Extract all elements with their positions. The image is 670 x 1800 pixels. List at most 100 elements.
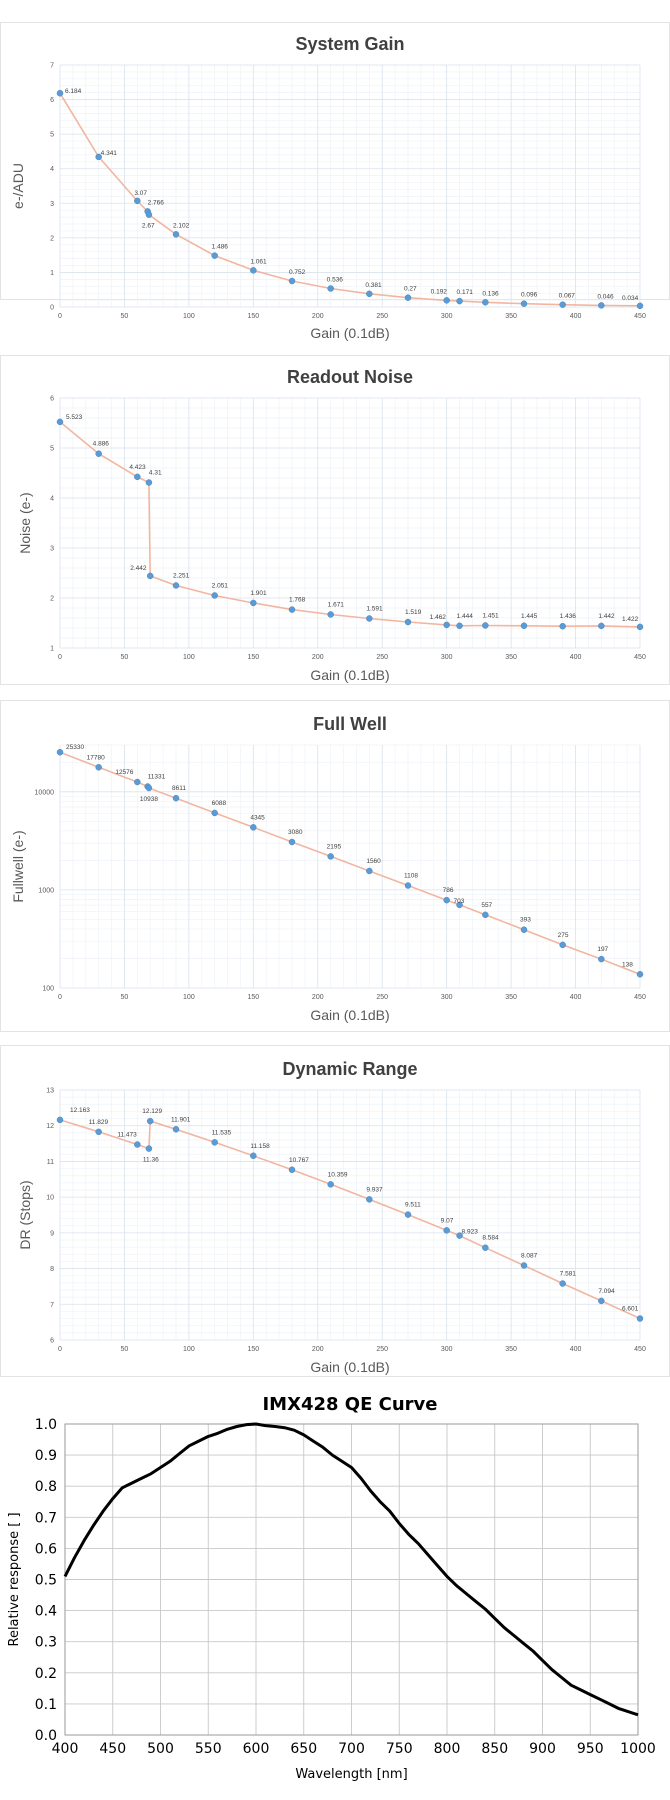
data-label: 10.767 [289, 1157, 309, 1164]
data-label: 786 [443, 887, 454, 894]
x-tick-label: 450 [634, 994, 646, 1001]
x-tick-label: 250 [376, 654, 388, 661]
chart-title: IMX428 QE Curve [262, 1394, 437, 1415]
data-label: 2195 [327, 843, 342, 850]
y-tick-label: 7 [50, 1302, 54, 1309]
x-tick-label: 400 [570, 654, 582, 661]
y-tick-label: 13 [46, 1088, 54, 1095]
x-tick-label: 350 [505, 1346, 517, 1353]
data-label: 1.671 [328, 601, 345, 608]
data-point [172, 1126, 180, 1133]
data-point [520, 926, 528, 933]
x-tick-label: 450 [99, 1741, 126, 1757]
data-point [211, 592, 218, 599]
data-point [636, 623, 644, 631]
data-point [559, 622, 566, 630]
data-point [95, 153, 102, 161]
data-label: 0.27 [404, 286, 417, 293]
data-label: 3.07 [134, 190, 147, 197]
data-label: 1.444 [457, 613, 474, 620]
y-tick-label: 6 [50, 97, 54, 104]
data-label: 6088 [212, 800, 227, 807]
data-label: 11.901 [171, 1116, 191, 1123]
y-axis-label: DR (Stops) [17, 1180, 33, 1249]
data-point [598, 302, 605, 309]
y-tick-label: 1.0 [35, 1417, 57, 1433]
data-label: 0.171 [457, 289, 474, 296]
data-point [404, 294, 412, 301]
x-tick-label: 500 [147, 1741, 174, 1757]
data-label: 703 [454, 898, 465, 905]
x-tick-label: 50 [121, 654, 129, 661]
data-point [145, 784, 153, 792]
data-label: 1560 [366, 858, 381, 865]
data-label: 1.061 [250, 258, 267, 265]
data-label: 10.359 [328, 1171, 348, 1178]
y-tick-label: 0.8 [35, 1479, 57, 1495]
data-point [443, 896, 450, 904]
data-label: 0.136 [482, 290, 499, 297]
y-tick-label: 1 [50, 270, 54, 277]
y-tick-label: 6 [50, 396, 54, 403]
data-point [598, 1297, 605, 1305]
data-point [559, 1280, 566, 1287]
data-label: 0.046 [597, 293, 614, 300]
data-label: 9.937 [366, 1186, 383, 1193]
data-point [456, 297, 463, 305]
chart-title: Readout Noise [287, 367, 413, 387]
x-tick-label: 150 [247, 994, 259, 1001]
data-label: 197 [597, 946, 608, 953]
data-label: 1.442 [598, 613, 615, 620]
data-label: 1.901 [250, 590, 267, 597]
x-tick-label: 450 [634, 313, 646, 320]
data-point [366, 290, 373, 298]
data-point [56, 89, 64, 97]
data-label: 6.184 [65, 88, 82, 95]
y-axis-label: Noise (e-) [17, 492, 33, 553]
y-tick-label: 0.1 [35, 1697, 57, 1713]
y-tick-label: 5 [50, 446, 54, 453]
chart-title: Dynamic Range [282, 1059, 417, 1079]
data-label: 1.768 [289, 597, 306, 604]
x-tick-label: 850 [481, 1741, 508, 1757]
y-tick-label: 8 [50, 1266, 54, 1273]
data-label: 12576 [115, 769, 133, 776]
y-tick-label: 0.6 [35, 1541, 57, 1557]
data-label: 2.766 [148, 199, 165, 206]
data-point [134, 473, 141, 481]
data-label: 1.445 [521, 613, 538, 620]
data-point [598, 955, 605, 963]
data-label: 0.096 [521, 292, 538, 299]
x-axis-label: Gain (0.1dB) [310, 1007, 389, 1023]
x-tick-label: 400 [570, 313, 582, 320]
x-tick-label: 400 [570, 994, 582, 1001]
data-label: 4.886 [93, 441, 110, 448]
x-tick-label: 250 [376, 1346, 388, 1353]
data-point [636, 302, 644, 310]
data-label: 2.051 [212, 582, 229, 589]
data-label: 12.163 [70, 1107, 90, 1114]
x-tick-label: 450 [634, 1346, 646, 1353]
data-point [134, 778, 141, 786]
data-point [366, 1196, 373, 1203]
x-tick-label: 100 [183, 313, 195, 320]
data-label: 8611 [172, 785, 186, 792]
data-point [559, 941, 566, 949]
data-label: 1.591 [366, 605, 383, 612]
x-axis-label: Gain (0.1dB) [310, 1359, 389, 1375]
x-tick-label: 200 [312, 313, 324, 320]
data-label: 0.192 [431, 288, 448, 295]
data-point [636, 1315, 644, 1322]
x-tick-label: 50 [121, 994, 129, 1001]
data-point [172, 231, 180, 238]
x-tick-label: 300 [441, 994, 453, 1001]
data-point [482, 1244, 489, 1251]
data-label: 7.581 [560, 1271, 577, 1278]
x-tick-label: 50 [121, 313, 129, 320]
y-tick-label: 0.4 [35, 1604, 57, 1620]
x-tick-label: 1000 [620, 1741, 656, 1757]
x-tick-label: 100 [183, 654, 195, 661]
data-point [327, 611, 334, 618]
data-label: 0.034 [622, 295, 639, 302]
y-tick-label: 100 [42, 986, 54, 993]
